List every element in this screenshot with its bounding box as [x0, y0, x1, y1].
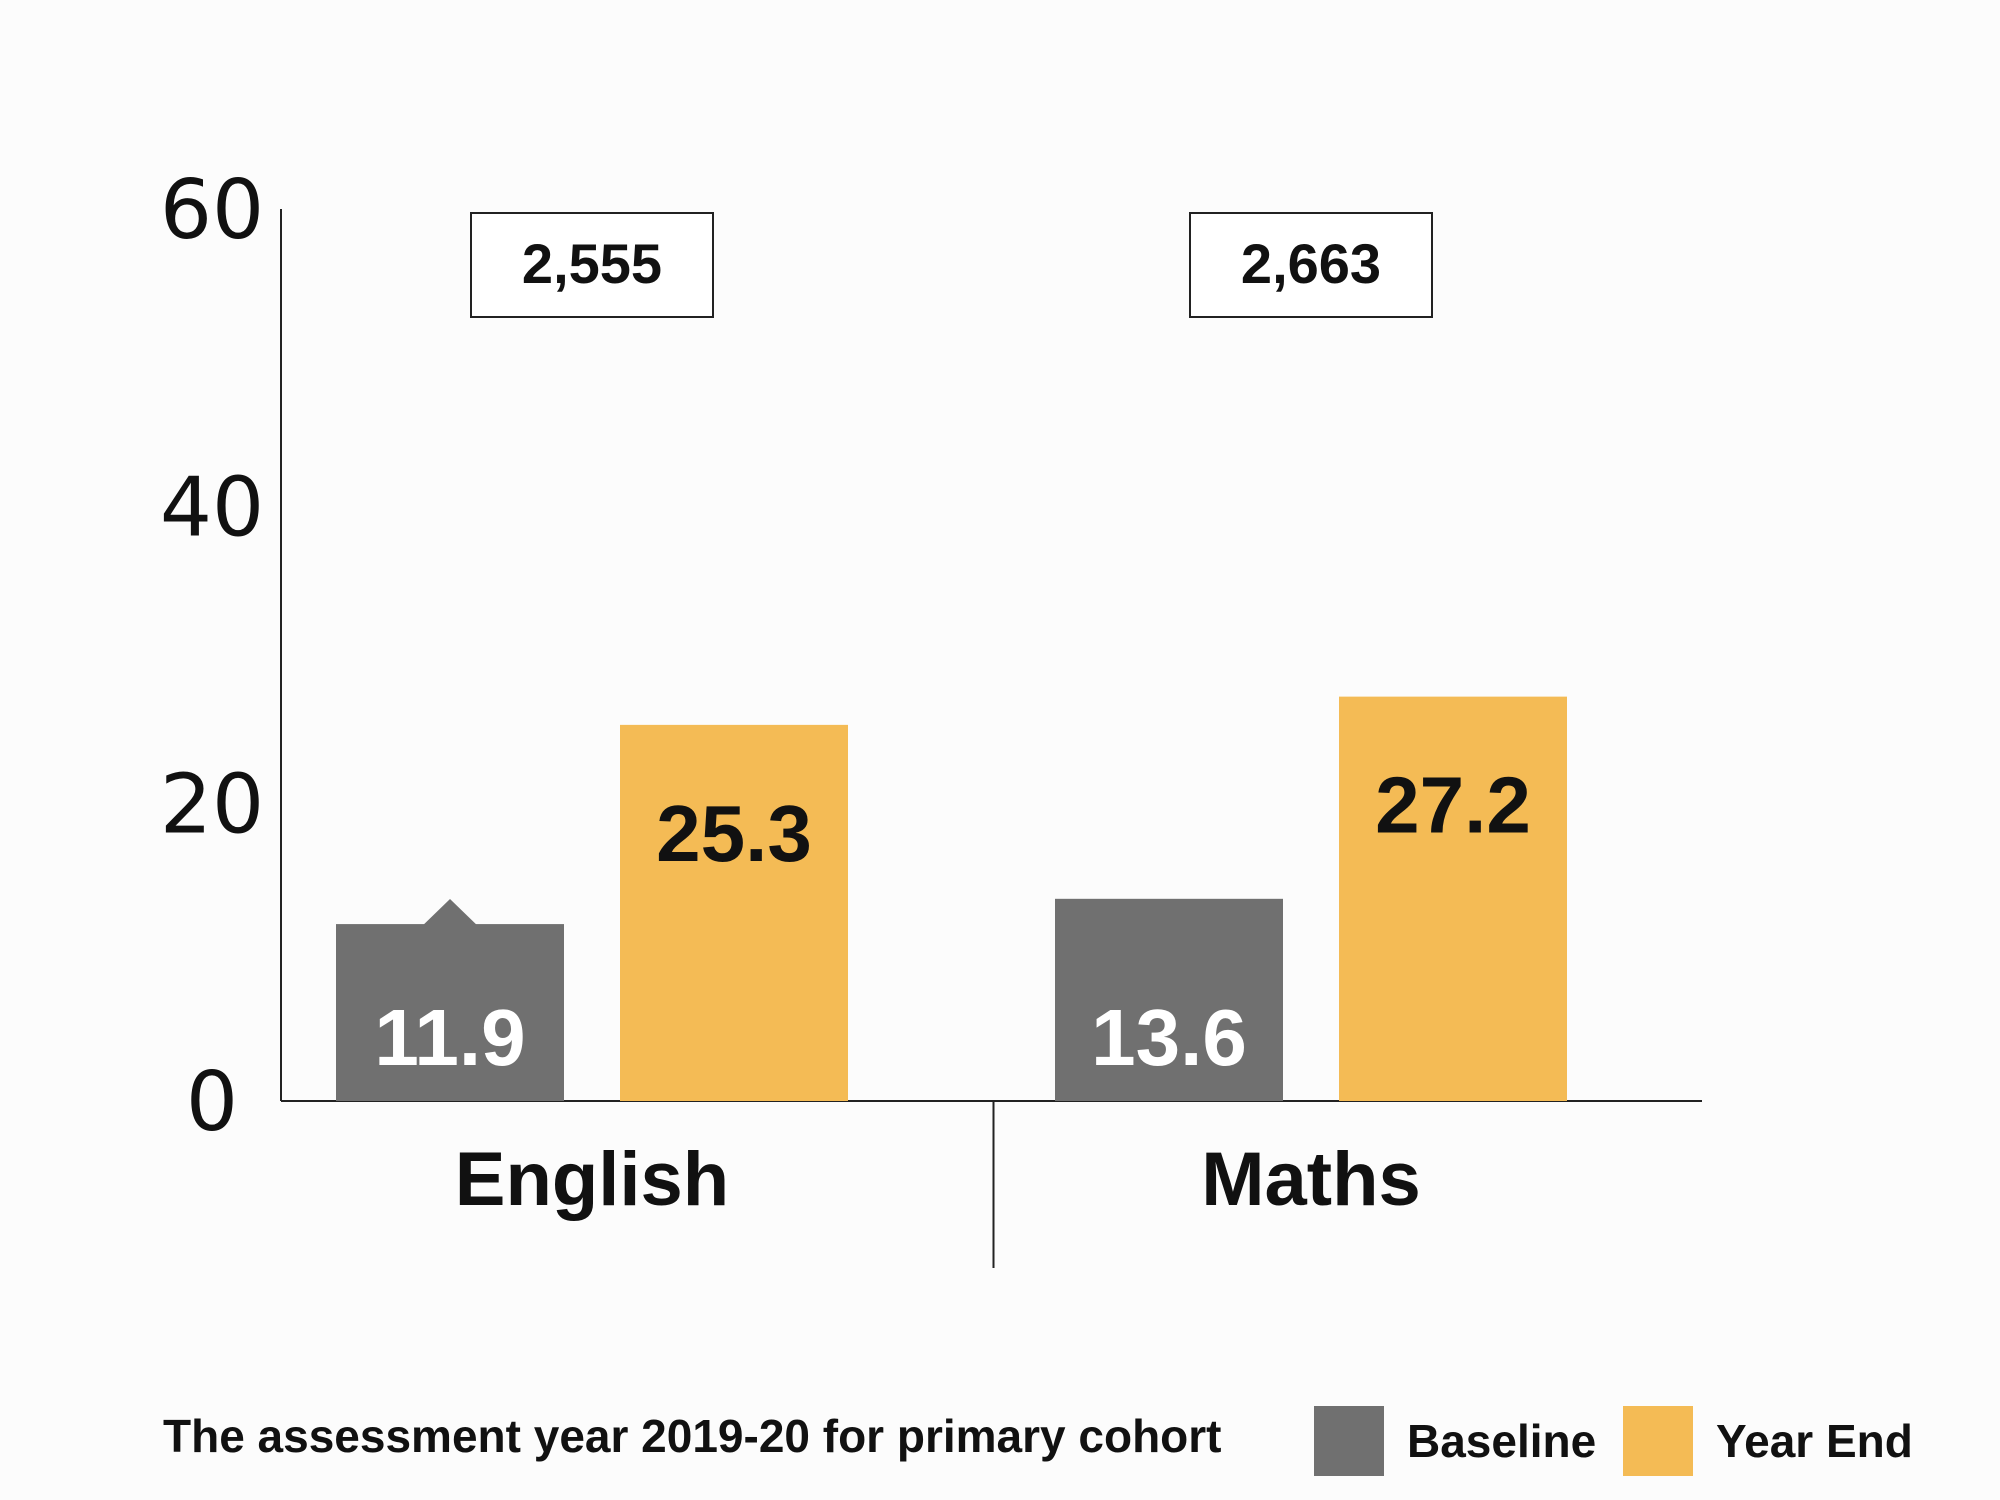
chart-bars: [336, 696, 1567, 1101]
bar-year-end-english: [620, 724, 848, 1101]
legend-swatch-baseline: [1314, 1406, 1384, 1476]
bar-baseline-maths: [1055, 898, 1283, 1101]
y-tick-label: 20: [160, 758, 264, 853]
bar-value-label: 11.9: [374, 993, 525, 1082]
y-tick-label: 40: [160, 460, 264, 555]
chart-labels: 11.9 25.3 2,555 English 13.6 27.2 2,663 Maths: [374, 212, 1531, 1222]
count-box: [470, 212, 714, 318]
up-triangle-marker: [417, 899, 483, 931]
legend-label: Baseline: [1407, 1415, 1596, 1467]
count-label: 2,663: [1241, 232, 1381, 295]
legend-swatch-year-end: [1623, 1406, 1693, 1476]
x-category-label: English: [455, 1137, 729, 1222]
y-tick-label: 60: [160, 163, 264, 258]
count-box: [1189, 212, 1433, 318]
bar-year-end-maths: [1339, 696, 1567, 1101]
footnote: The assessment year 2019-20 for primary …: [163, 1410, 1222, 1462]
legend-label: Year End: [1716, 1415, 1913, 1467]
bar-value-label: 27.2: [1375, 761, 1531, 850]
chart-legend: The assessment year 2019-20 for primary …: [163, 1406, 1913, 1476]
y-tick-label: 0: [186, 1055, 238, 1150]
chart-axes: 0 20 40 60: [160, 163, 1702, 1268]
bar-baseline-english: [336, 924, 564, 1101]
x-category-label: Maths: [1201, 1137, 1421, 1222]
bar-value-label: 13.6: [1091, 993, 1247, 1082]
bar-value-label: 25.3: [656, 789, 812, 878]
count-label: 2,555: [522, 232, 662, 295]
